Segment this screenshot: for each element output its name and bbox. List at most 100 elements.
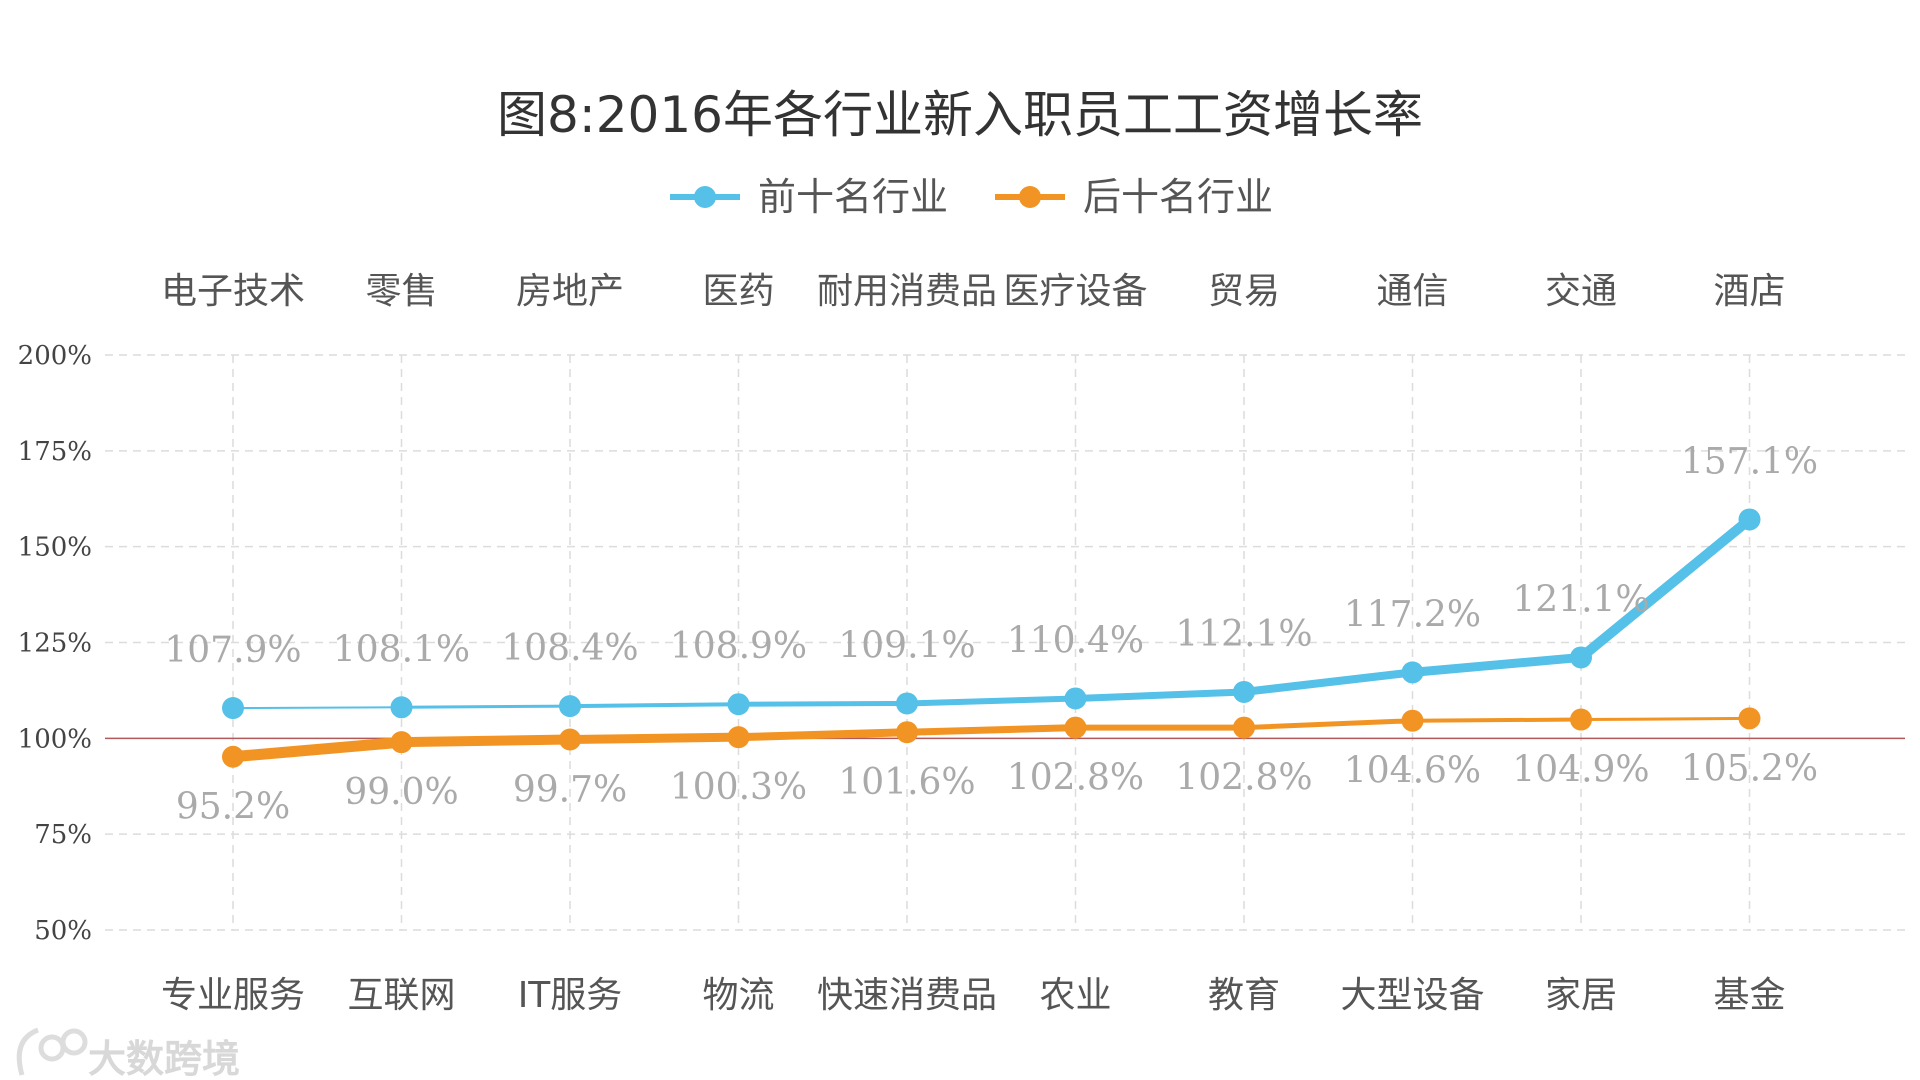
series-0-point: [727, 693, 750, 716]
series-1-data-label: 99.0%: [344, 772, 458, 813]
y-tick-label: 50%: [34, 916, 92, 946]
category-label-bottom: 农业: [1039, 975, 1111, 1016]
category-label-top: 零售: [365, 271, 437, 312]
series-1-point: [1738, 707, 1761, 730]
watermark-logo: 大数跨境: [16, 1027, 240, 1080]
series-0-point: [1738, 508, 1761, 531]
series-0-segment: [1072, 688, 1248, 702]
series-0-segment: [1408, 652, 1586, 677]
series-0-segment: [1240, 668, 1417, 696]
category-label-bottom: 大型设备: [1340, 975, 1484, 1016]
logo-mark-icon: [16, 1027, 88, 1076]
category-label-bottom: 物流: [702, 975, 774, 1016]
series-1-data-label: 104.9%: [1512, 750, 1649, 791]
category-label-top: 医疗设备: [1003, 271, 1147, 312]
series-0-segment: [736, 700, 910, 707]
series-1-point: [222, 745, 244, 768]
series-0-point: [1064, 687, 1087, 710]
watermark-text: 大数跨境: [88, 1037, 240, 1080]
series-1-data-label: 101.6%: [838, 762, 975, 803]
category-label-top: 耐用消费品: [817, 271, 997, 312]
series-0-segment: [400, 704, 572, 709]
category-label-bottom: 教育: [1208, 975, 1280, 1016]
y-tick-label: 75%: [34, 820, 92, 850]
chart-title: 图8:2016年各行业新入职员工工资增长率: [497, 86, 1423, 144]
series-0-point: [1401, 661, 1424, 684]
series-0-data-label: 110.4%: [1007, 620, 1144, 661]
grid: [105, 354, 1905, 931]
y-tick-label: 100%: [18, 724, 92, 754]
series-1-data-label: 99.7%: [513, 769, 627, 810]
category-label-top: 医药: [702, 271, 774, 312]
series-1-data-label: 102.8%: [1007, 758, 1144, 799]
series-0-data-label: 108.1%: [333, 629, 470, 670]
series-0-segment: [568, 702, 741, 709]
top-category-labels: 电子技术 零售 房地产 医药 耐用消费品 医疗设备 贸易 通信 交通 酒店: [161, 271, 1786, 312]
series-0-data-label: 121.1%: [1512, 579, 1649, 620]
series-1-data-label: 95.2%: [176, 787, 290, 828]
series-0-data-label: 108.9%: [670, 626, 807, 667]
legend-item-top: 前十名行业: [670, 175, 948, 219]
series-0-point: [222, 697, 244, 720]
series-0-data-label: 109.1%: [838, 625, 975, 666]
series-1-segment: [1241, 718, 1415, 731]
series-1-segment: [903, 724, 1079, 736]
legend-item-bottom: 后十名行业: [995, 175, 1273, 219]
series-1-point: [1401, 709, 1424, 732]
y-tick-label: 150%: [18, 533, 92, 563]
series-1-point: [559, 728, 581, 751]
series-0-point: [390, 696, 413, 719]
category-label-bottom: 专业服务: [161, 975, 305, 1016]
y-tick-label: 125%: [18, 629, 92, 659]
series-0-point: [1233, 680, 1255, 703]
series-0-point: [1570, 646, 1592, 669]
category-label-bottom: IT服务: [518, 975, 623, 1016]
series-0-data-label: 107.9%: [164, 630, 301, 671]
series-1-point: [1233, 716, 1255, 739]
category-label-top: 酒店: [1713, 271, 1785, 312]
category-label-top: 交通: [1545, 271, 1617, 312]
series-1-point: [1064, 716, 1087, 739]
category-label-bottom: 家居: [1545, 975, 1617, 1016]
series-1-point: [896, 721, 918, 744]
y-axis: 50% 75% 100% 125% 150% 175% 200%: [18, 341, 92, 946]
category-label-bottom: 互联网: [347, 975, 455, 1016]
category-label-top: 房地产: [516, 271, 624, 312]
series-0-segment: [232, 706, 403, 710]
series-1-segment: [227, 736, 407, 763]
category-label-top: 通信: [1376, 271, 1448, 312]
series-1-segment: [565, 732, 743, 744]
series-1-point: [1570, 708, 1592, 731]
bottom-category-labels: 专业服务 互联网 IT服务 物流 快速消费品 农业 教育 大型设备 家居 基金: [161, 975, 1786, 1016]
series-1-segment: [396, 734, 575, 748]
category-label-top: 贸易: [1208, 271, 1280, 312]
legend: 前十名行业 后十名行业: [670, 175, 1273, 219]
series-0-data-label: 108.4%: [501, 628, 638, 669]
series-1-segment: [1579, 716, 1751, 722]
data-labels: 107.9% 108.1% 108.4% 108.9% 109.1% 110.4% 112.…: [164, 441, 1818, 827]
series-1-point: [727, 726, 750, 749]
series-1-data-label: 105.2%: [1681, 748, 1818, 789]
series-0-segment: [1576, 514, 1755, 663]
legend-label-top: 前十名行业: [758, 175, 948, 219]
y-tick-label: 200%: [18, 341, 92, 371]
series-1-data-label: 104.6%: [1344, 751, 1481, 792]
series-lines: [227, 514, 1755, 763]
series-1-segment: [734, 728, 911, 742]
series-0-data-label: 117.2%: [1344, 594, 1481, 635]
legend-marker-bottom: [1019, 186, 1041, 208]
category-label-bottom: 快速消费品: [817, 975, 997, 1016]
series-1-segment: [1410, 717, 1583, 723]
series-0-point: [896, 692, 918, 715]
series-points: [222, 508, 1761, 768]
series-1-point: [390, 731, 413, 754]
category-label-bottom: 基金: [1713, 975, 1785, 1016]
series-1-data-label: 102.8%: [1175, 758, 1312, 799]
series-1-data-label: 100.3%: [670, 767, 807, 808]
legend-label-bottom: 后十名行业: [1083, 175, 1273, 219]
legend-marker-top: [694, 186, 716, 208]
series-0-data-label: 112.1%: [1175, 614, 1312, 655]
y-tick-label: 175%: [18, 437, 92, 467]
category-label-top: 电子技术: [161, 271, 305, 312]
